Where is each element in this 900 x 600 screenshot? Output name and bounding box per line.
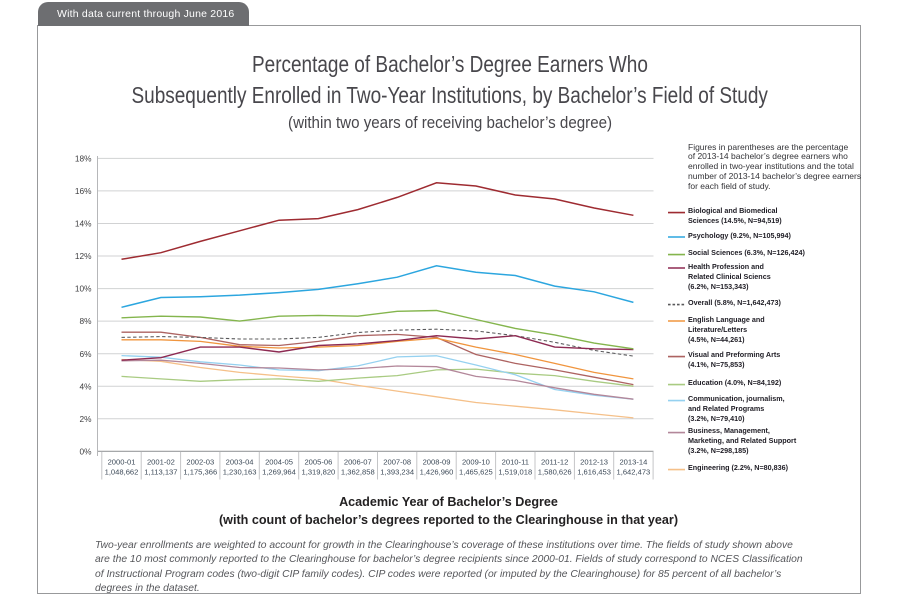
svg-text:2009-10: 2009-10 <box>462 458 490 467</box>
svg-text:1,580,626: 1,580,626 <box>538 468 572 477</box>
svg-text:1,269,964: 1,269,964 <box>262 468 296 477</box>
svg-text:10%: 10% <box>75 284 92 294</box>
svg-text:2010-11: 2010-11 <box>502 458 529 467</box>
svg-text:12%: 12% <box>75 251 92 261</box>
svg-text:1,519,018: 1,519,018 <box>498 468 532 477</box>
svg-text:1,393,234: 1,393,234 <box>380 468 414 477</box>
svg-text:1,426,960: 1,426,960 <box>420 468 454 477</box>
svg-text:2013-14: 2013-14 <box>619 458 647 467</box>
svg-text:18%: 18% <box>75 154 92 164</box>
svg-text:16%: 16% <box>75 186 92 196</box>
svg-text:2011-12: 2011-12 <box>541 458 568 467</box>
svg-text:1,048,662: 1,048,662 <box>105 468 139 477</box>
svg-text:1,319,820: 1,319,820 <box>302 468 336 477</box>
svg-text:1,175,366: 1,175,366 <box>183 468 217 477</box>
svg-text:2004-05: 2004-05 <box>265 458 293 467</box>
svg-text:1,642,473: 1,642,473 <box>617 468 651 477</box>
svg-text:0%: 0% <box>80 446 93 456</box>
svg-text:2007-08: 2007-08 <box>383 458 411 467</box>
svg-text:1,113,137: 1,113,137 <box>144 468 177 477</box>
svg-text:2000-01: 2000-01 <box>108 458 136 467</box>
svg-text:2005-06: 2005-06 <box>304 458 332 467</box>
svg-text:1,465,625: 1,465,625 <box>459 468 493 477</box>
svg-text:2003-04: 2003-04 <box>226 458 254 467</box>
svg-text:14%: 14% <box>75 219 92 229</box>
svg-text:6%: 6% <box>80 349 93 359</box>
svg-text:2%: 2% <box>80 414 93 424</box>
svg-text:2008-09: 2008-09 <box>423 458 451 467</box>
svg-text:2001-02: 2001-02 <box>147 458 175 467</box>
svg-text:2012-13: 2012-13 <box>580 458 608 467</box>
svg-text:1,616,453: 1,616,453 <box>577 468 611 477</box>
svg-text:2006-07: 2006-07 <box>344 458 372 467</box>
svg-text:4%: 4% <box>80 381 93 391</box>
svg-text:1,362,858: 1,362,858 <box>341 468 375 477</box>
svg-text:1,230,163: 1,230,163 <box>223 468 257 477</box>
svg-text:8%: 8% <box>80 316 93 326</box>
svg-text:2002-03: 2002-03 <box>186 458 214 467</box>
